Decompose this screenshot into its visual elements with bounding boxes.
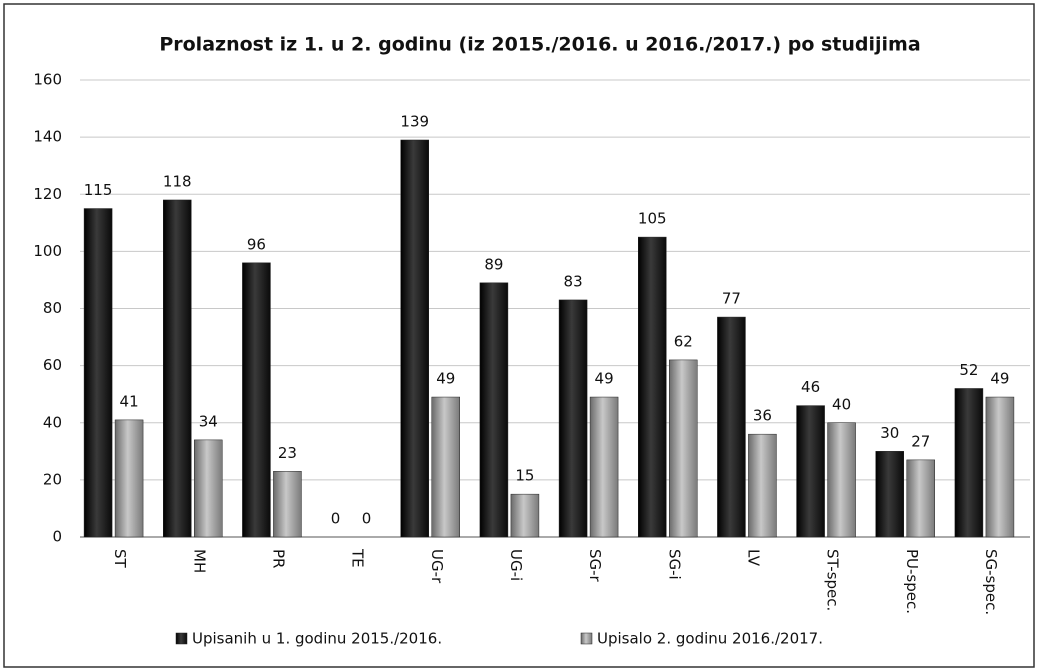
data-label: 49 [436, 370, 455, 388]
legend-swatch [580, 632, 593, 645]
data-label: 0 [331, 510, 341, 528]
y-tick-label: 20 [43, 470, 62, 488]
legend-swatch [175, 632, 188, 645]
y-tick-label: 0 [52, 528, 62, 546]
bar [431, 396, 460, 538]
x-tick-label: SG-r [586, 549, 604, 583]
data-label: 62 [674, 332, 693, 350]
bar [510, 493, 540, 538]
x-tick-label: SG-i [665, 549, 683, 580]
data-label: 40 [832, 395, 851, 413]
data-label: 41 [120, 392, 139, 410]
data-label: 46 [801, 378, 820, 396]
bar [985, 396, 1015, 538]
y-tick-label: 160 [33, 71, 62, 89]
data-label: 23 [278, 444, 297, 462]
x-tick-label: UG-r [428, 549, 446, 584]
bar [479, 282, 509, 538]
bar [669, 359, 698, 538]
data-label: 34 [199, 412, 218, 430]
data-label: 89 [484, 255, 503, 273]
data-label: 15 [515, 467, 534, 485]
bar [400, 139, 429, 538]
data-label: 36 [753, 407, 772, 425]
data-label: 118 [163, 172, 192, 190]
bar [114, 419, 144, 538]
legend-label: Upisanih u 1. godinu 2015./2016. [192, 630, 442, 648]
x-tick-label: MH [190, 549, 208, 573]
bar [954, 388, 984, 538]
bar [194, 439, 223, 538]
data-label: 115 [84, 181, 113, 199]
bar [589, 396, 619, 538]
data-label: 27 [911, 432, 930, 450]
bar [273, 471, 302, 538]
chart-title: Prolaznost iz 1. u 2. godinu (iz 2015./2… [159, 34, 920, 56]
bar [83, 208, 113, 538]
y-tick-label: 60 [43, 356, 62, 374]
y-tick-label: 140 [33, 128, 62, 146]
bar [558, 299, 588, 538]
y-tick-label: 120 [33, 185, 62, 203]
bar [796, 405, 825, 538]
data-label: 77 [722, 290, 741, 308]
bar [717, 316, 746, 538]
data-label: 83 [564, 272, 583, 290]
bar [906, 459, 935, 538]
y-tick-label: 100 [33, 242, 62, 260]
x-tick-label: PR [269, 549, 287, 568]
data-label: 52 [959, 361, 978, 379]
bar [748, 433, 777, 538]
data-label: 0 [362, 510, 372, 528]
legend-label: Upisalo 2. godinu 2016./2017. [597, 630, 823, 648]
x-tick-label: SG-spec. [982, 549, 1000, 615]
bar [638, 236, 667, 538]
bar [875, 451, 904, 538]
bar [827, 422, 856, 538]
x-tick-label: ST [111, 549, 129, 569]
x-tick-label: PU-spec. [903, 549, 921, 614]
x-tick-label: UG-i [507, 549, 525, 581]
x-tick-label: LV [744, 549, 762, 567]
data-label: 49 [595, 370, 614, 388]
data-label: 96 [247, 235, 266, 253]
bar [163, 199, 192, 538]
x-tick-label: ST-spec. [824, 549, 842, 611]
data-label: 49 [990, 370, 1009, 388]
data-label: 30 [880, 424, 899, 442]
y-tick-label: 80 [43, 299, 62, 317]
bar [242, 262, 271, 538]
y-tick-label: 40 [43, 413, 62, 431]
x-tick-label: TE [349, 548, 367, 568]
data-label: 105 [638, 210, 667, 228]
data-label: 139 [400, 112, 429, 130]
